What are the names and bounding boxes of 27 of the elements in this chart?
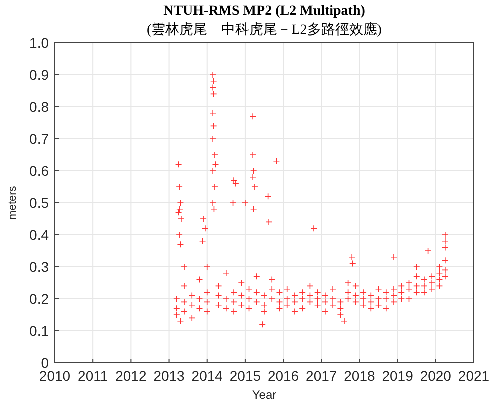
x-tick-label: 2010 (39, 368, 71, 384)
x-tick-label: 2017 (306, 368, 338, 384)
y-tick-label: 0.7 (30, 131, 50, 147)
y-tick-label: 1.0 (30, 35, 50, 51)
chart-title: NTUH-RMS MP2 (L2 Multipath) (164, 4, 366, 19)
y-tick-label: 0.5 (30, 195, 50, 211)
x-tick-label: 2016 (268, 368, 300, 384)
x-tick-label: 2020 (420, 368, 452, 384)
y-tick-label: 0.8 (30, 99, 50, 115)
chart-subtitle: (雲林虎尾 中科虎尾－L2多路徑效應) (147, 22, 382, 38)
y-tick-label: 0.9 (30, 67, 50, 83)
x-tick-label: 2014 (192, 368, 224, 384)
x-axis-title: Year (252, 388, 277, 402)
y-tick-label: 0.3 (30, 259, 50, 275)
x-tick-label: 2011 (78, 368, 108, 384)
x-tick-label: 2021 (458, 368, 490, 384)
y-tick-label: 0.4 (30, 227, 50, 243)
y-axis-title: meters (7, 186, 19, 220)
x-tick-label: 2019 (382, 368, 414, 384)
x-tick-label: 2015 (230, 368, 262, 384)
y-tick-label: 0.1 (30, 323, 50, 339)
y-tick-label: 0.6 (30, 163, 50, 179)
x-tick-label: 2013 (154, 368, 186, 384)
x-tick-label: 2012 (116, 368, 147, 384)
y-tick-label: 0 (41, 355, 50, 371)
x-tick-label: 2018 (344, 368, 376, 384)
y-tick-label: 0.2 (30, 291, 50, 307)
